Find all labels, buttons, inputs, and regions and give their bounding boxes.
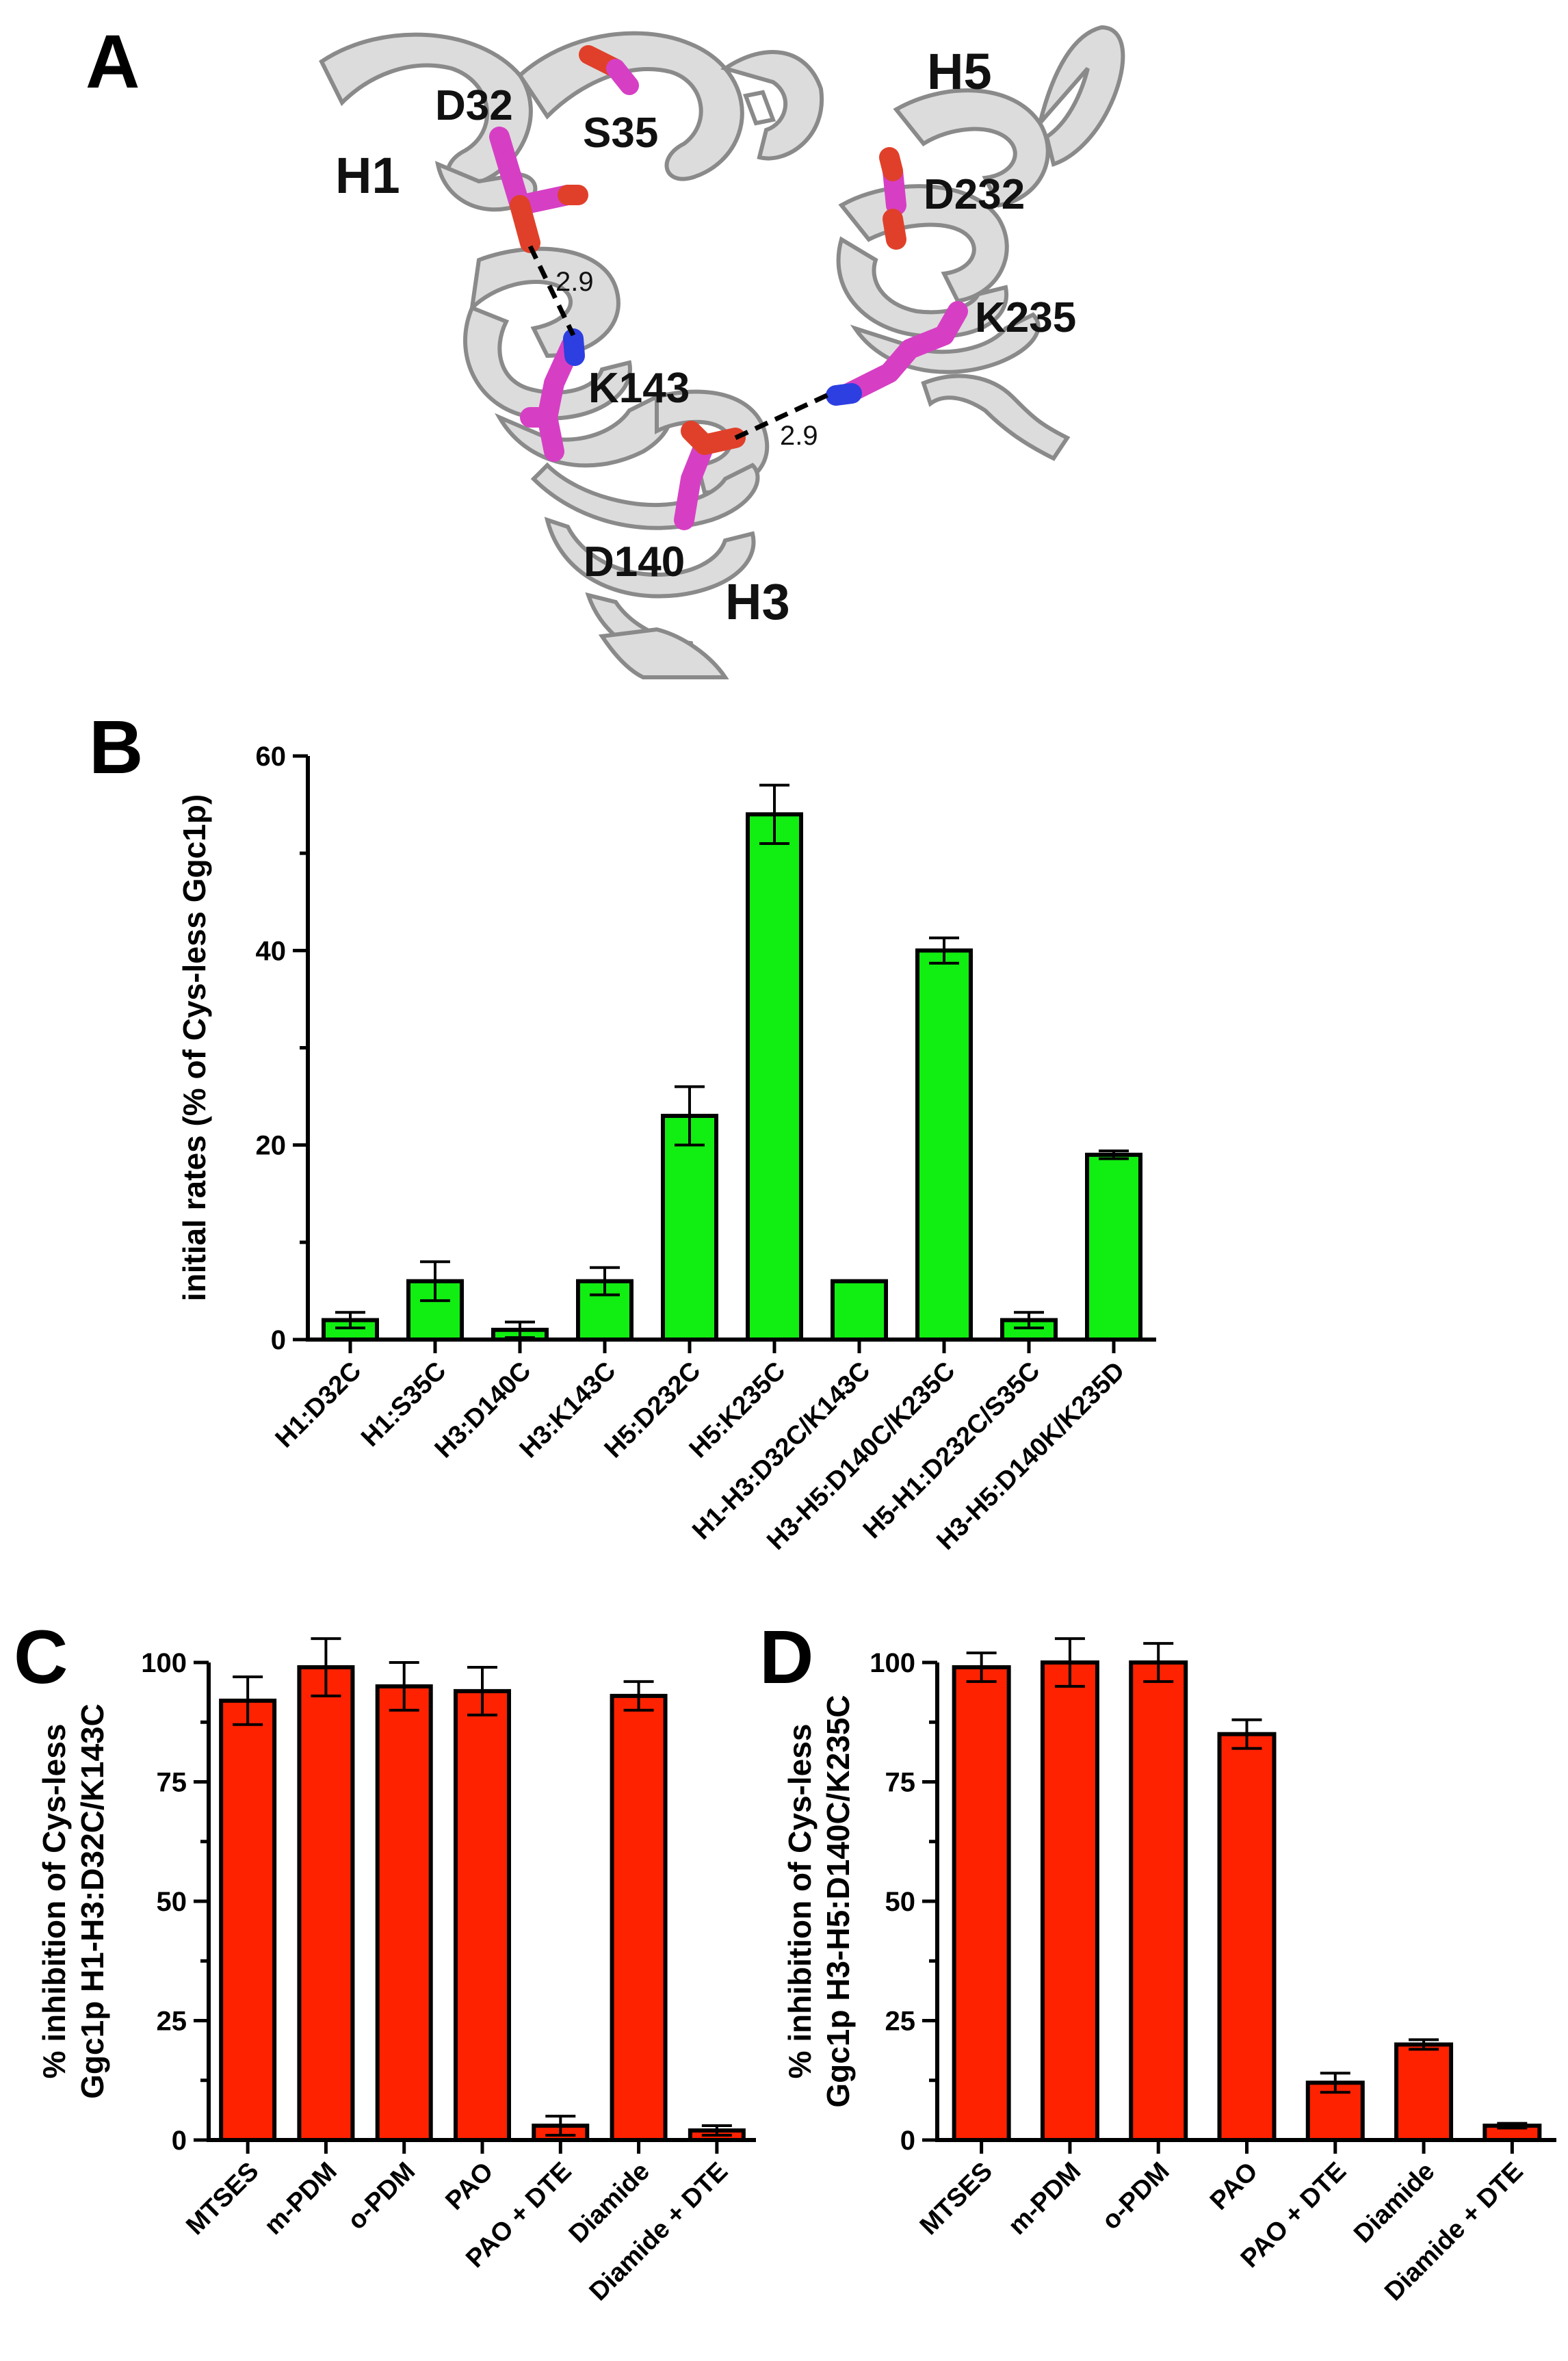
chart-d-category-label: MTSES: [915, 2157, 998, 2241]
panel-c-chart: C 0 25 50 75 100 % inhibition of Cys-less Ggc1…: [14, 1615, 756, 2306]
chart-c-category-label: Diamide + DTE: [584, 2157, 734, 2307]
chart-b-bar: [831, 1279, 888, 1342]
chart-c-bar: [219, 1698, 277, 2143]
chart-c-y-tick-label: 75: [157, 1768, 187, 1798]
chart-d-bar: [1129, 1660, 1188, 2142]
chart-d-category-label: o-PDM: [1097, 2157, 1175, 2236]
protein-ribbon-image: [319, 25, 1125, 679]
panel-b-chart: B 0 20 40 60 initial rates (% of Cys-less Gg…: [89, 705, 1156, 1556]
chart-d-bar: [1394, 2042, 1454, 2142]
residue-label-k235: K235: [975, 294, 1076, 341]
chart-b-plot: 0 20 40 60 initial rates (% of Cys-less Ggc1…: [177, 742, 1156, 1556]
chart-d-y-tick-label: 0: [900, 2126, 915, 2156]
chart-d-y-tick-label: 50: [885, 1887, 916, 1917]
distance-label-2: 2.9: [780, 421, 818, 451]
chart-c-y-label: % inhibition of Cys-less: [36, 1724, 72, 2079]
panel-d-letter: D: [759, 1615, 813, 1699]
panel-c-letter: C: [14, 1615, 68, 1699]
chart-b-y-tick-label: 0: [271, 1325, 286, 1355]
hydrogen-bonds: [527, 245, 833, 441]
sidechains-image: [489, 45, 968, 530]
panel-d-chart: D 0 25 50 75 100 % inhibition of Cys-less Ggc1…: [759, 1615, 1556, 2306]
chart-c-bar: [454, 1688, 511, 2142]
helix-label-h5: H5: [927, 43, 992, 100]
chart-b-bar: [661, 1114, 718, 1342]
chart-d-y-label: Ggc1p H3-H5:D140C/K235C: [820, 1695, 856, 2107]
chart-c-category-label: MTSES: [181, 2157, 264, 2241]
chart-b-y-label: initial rates (% of Cys-less Ggc1p): [177, 794, 212, 1301]
residue-label-s35: S35: [583, 109, 658, 157]
chart-b-y-tick-label: 60: [256, 742, 287, 772]
chart-c-y-tick-label: 25: [157, 2007, 187, 2037]
chart-b-y-tick-label: 20: [256, 1131, 287, 1161]
chart-c-category-label: PAO: [440, 2157, 499, 2216]
chart-d-y-tick-label: 100: [870, 1648, 915, 1678]
residue-label-k143: K143: [588, 365, 690, 412]
panel-a-structure: A: [86, 20, 1125, 679]
chart-d-y-label: % inhibition of Cys-less: [782, 1724, 818, 2079]
chart-d-bar: [1217, 1732, 1277, 2142]
chart-d-plot: 0 25 50 75 100 % inhibition of Cys-less Ggc1p …: [782, 1637, 1556, 2306]
chart-c-bar: [610, 1693, 668, 2143]
chart-d-bar: [952, 1665, 1011, 2142]
chart-c-plot: 0 25 50 75 100 % inhibition of Cys-less Ggc1p …: [36, 1637, 756, 2307]
chart-b-y-tick-label: 40: [256, 936, 287, 966]
chart-d-y-tick-label: 25: [885, 2007, 916, 2037]
chart-c-category-label: o-PDM: [342, 2157, 421, 2236]
panel-a-letter: A: [86, 20, 140, 104]
chart-c-bar: [375, 1684, 433, 2142]
chart-c-y-tick-label: 0: [172, 2126, 187, 2156]
chart-c-bar: [297, 1665, 355, 2142]
chart-d-category-label: m-PDM: [1003, 2157, 1086, 2241]
chart-d-category-label: PAO: [1205, 2157, 1264, 2216]
chart-c-category-label: m-PDM: [259, 2157, 343, 2241]
residue-label-d32: D32: [435, 82, 513, 129]
distance-label-1: 2.9: [556, 267, 594, 297]
residue-label-d140: D140: [584, 538, 685, 586]
chart-c-y-tick-label: 100: [141, 1648, 187, 1678]
chart-d-y-tick-label: 75: [885, 1768, 916, 1798]
chart-b-category-label: H1:D32C: [270, 1357, 367, 1454]
chart-b-bar: [915, 948, 973, 1342]
chart-d-bar: [1040, 1660, 1099, 2142]
helix-label-h3: H3: [725, 573, 790, 630]
helix-label-h1: H1: [335, 147, 400, 204]
panel-b-letter: B: [89, 705, 143, 790]
chart-b-bar: [1085, 1152, 1142, 1342]
chart-c-y-label: Ggc1p H1-H3:D32C/K143C: [75, 1704, 110, 2099]
chart-d-category-label: Diamide: [1348, 2157, 1440, 2249]
chart-b-bar: [746, 812, 803, 1342]
residue-label-d232: D232: [924, 171, 1025, 218]
chart-c-y-tick-label: 50: [157, 1887, 187, 1917]
